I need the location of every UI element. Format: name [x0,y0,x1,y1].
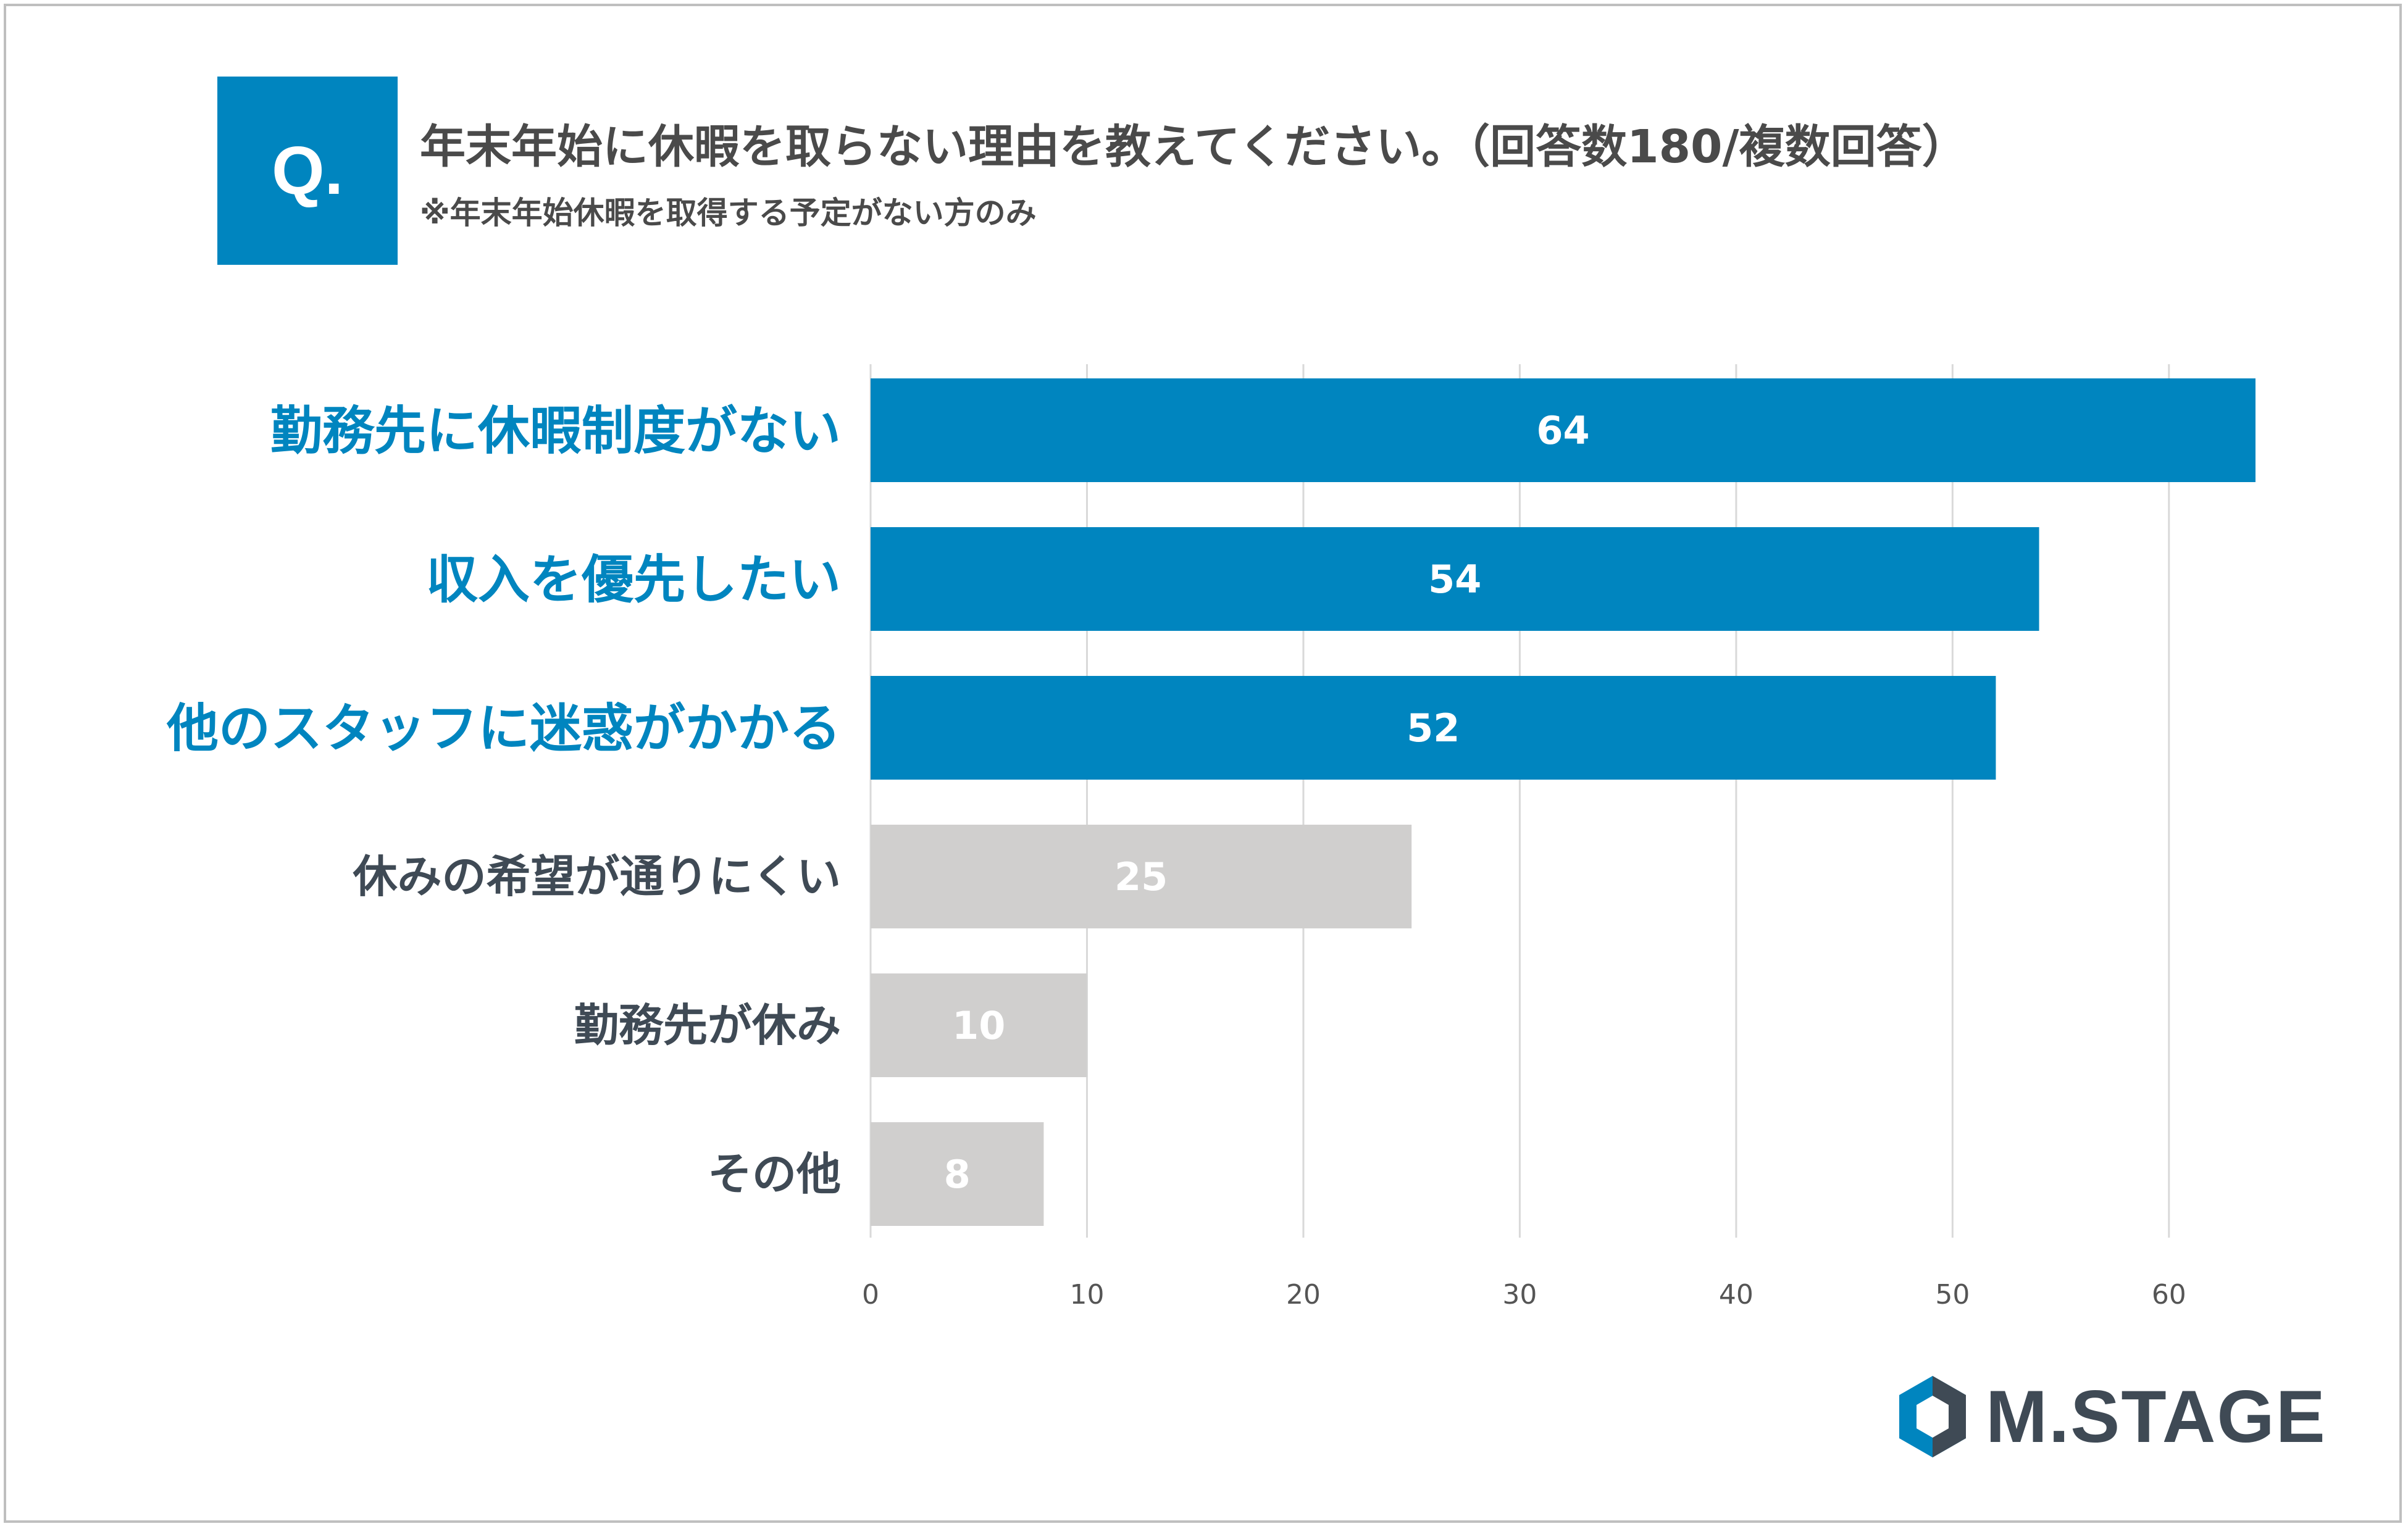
x-tick-label-0: 0 [862,1279,879,1310]
bar-value-label-3: 52 [1407,706,1460,751]
m-stage-logo: M.STAGE [1896,1373,2326,1460]
bar-2 [871,527,2039,631]
bar-1 [871,378,2255,482]
question-badge: Q. [217,77,398,265]
category-label-2: 収入を優先したい [426,549,841,610]
bar-6 [871,1122,1044,1226]
bar-value-label-6: 8 [944,1152,971,1197]
x-tick-label-60: 60 [2152,1279,2186,1310]
category-label-5: 勤務先が休み [574,999,841,1051]
bar-value-label-1: 64 [1536,408,1589,453]
category-label-6: その他 [708,1148,841,1200]
bar-3 [871,676,1996,780]
category-label-4: 休みの希望が通りにくい [352,851,841,902]
x-tick-label-40: 40 [1719,1279,1754,1310]
category-label-3: 他のスタッフに迷惑がかかる [166,698,841,759]
bar-5 [871,973,1087,1077]
category-label-1: 勤務先に休暇制度がない [270,401,841,461]
question-title: 年末年始に休暇を取らない理由を教えてください。（回答数180/複数回答） [420,120,1968,173]
x-tick-label-20: 20 [1286,1279,1321,1310]
logo-text: M.STAGE [1986,1375,2326,1458]
x-tick-label-10: 10 [1069,1279,1104,1310]
m-stage-logo-icon [1899,1376,1966,1457]
bar-4 [871,825,1412,928]
question-note: ※年末年始休暇を取得する予定がない方のみ [420,195,1037,231]
bar-value-label-5: 10 [952,1003,1005,1048]
x-tick-label-50: 50 [1935,1279,1970,1310]
x-tick-label-30: 30 [1502,1279,1537,1310]
bar-value-label-4: 25 [1114,854,1168,899]
question-badge-text: Q. [271,133,344,209]
bar-value-label-2: 54 [1428,557,1481,602]
